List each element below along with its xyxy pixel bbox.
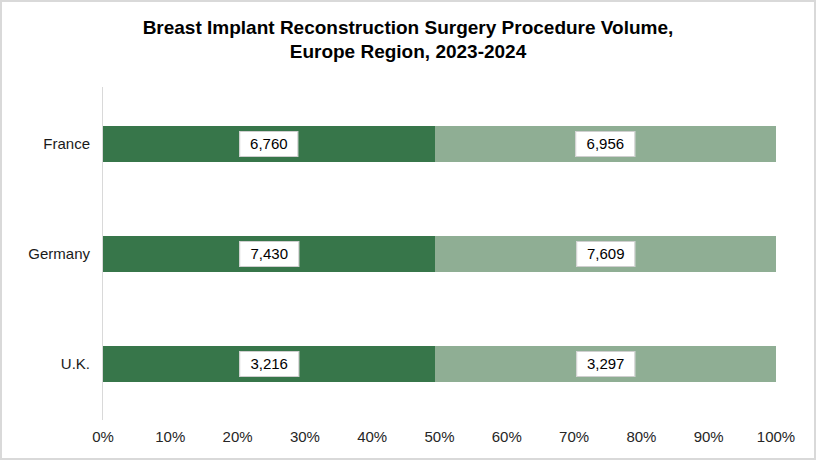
chart-title-line2: Europe Region, 2023-2024 xyxy=(2,40,814,64)
plot-area: 6,7606,956France7,4307,609Germany3,2163,… xyxy=(102,87,776,420)
x-axis-tick-label: 50% xyxy=(405,427,475,447)
bar-row-france: 6,7606,956France xyxy=(103,126,776,162)
x-axis-tick-label: 80% xyxy=(606,427,676,447)
category-label: France xyxy=(3,134,90,154)
value-label-box: 3,216 xyxy=(239,351,299,377)
category-label: Germany xyxy=(3,244,90,264)
value-label-box: 6,760 xyxy=(239,131,299,157)
category-label: U.K. xyxy=(3,354,90,374)
x-axis-tick-label: 30% xyxy=(270,427,340,447)
x-axis-tick-label: 60% xyxy=(472,427,542,447)
x-axis-tick-label: 20% xyxy=(203,427,273,447)
value-label-box: 7,430 xyxy=(239,241,299,267)
x-axis-tick-label: 40% xyxy=(337,427,407,447)
chart-title: Breast Implant Reconstruction Surgery Pr… xyxy=(2,16,814,64)
x-axis-tick-label: 100% xyxy=(741,427,811,447)
value-label-box: 3,297 xyxy=(576,351,636,377)
bar-row-uk: 3,2163,297U.K. xyxy=(103,346,776,382)
chart-title-line1: Breast Implant Reconstruction Surgery Pr… xyxy=(2,16,814,40)
x-axis-tick-label: 10% xyxy=(135,427,205,447)
x-axis-tick-label: 70% xyxy=(539,427,609,447)
x-axis-tick-label: 0% xyxy=(68,427,138,447)
bar-row-germany: 7,4307,609Germany xyxy=(103,236,776,272)
x-axis-tick-label: 90% xyxy=(674,427,744,447)
value-label-box: 6,956 xyxy=(576,131,636,157)
chart-canvas: Breast Implant Reconstruction Surgery Pr… xyxy=(0,0,816,460)
value-label-box: 7,609 xyxy=(576,241,636,267)
